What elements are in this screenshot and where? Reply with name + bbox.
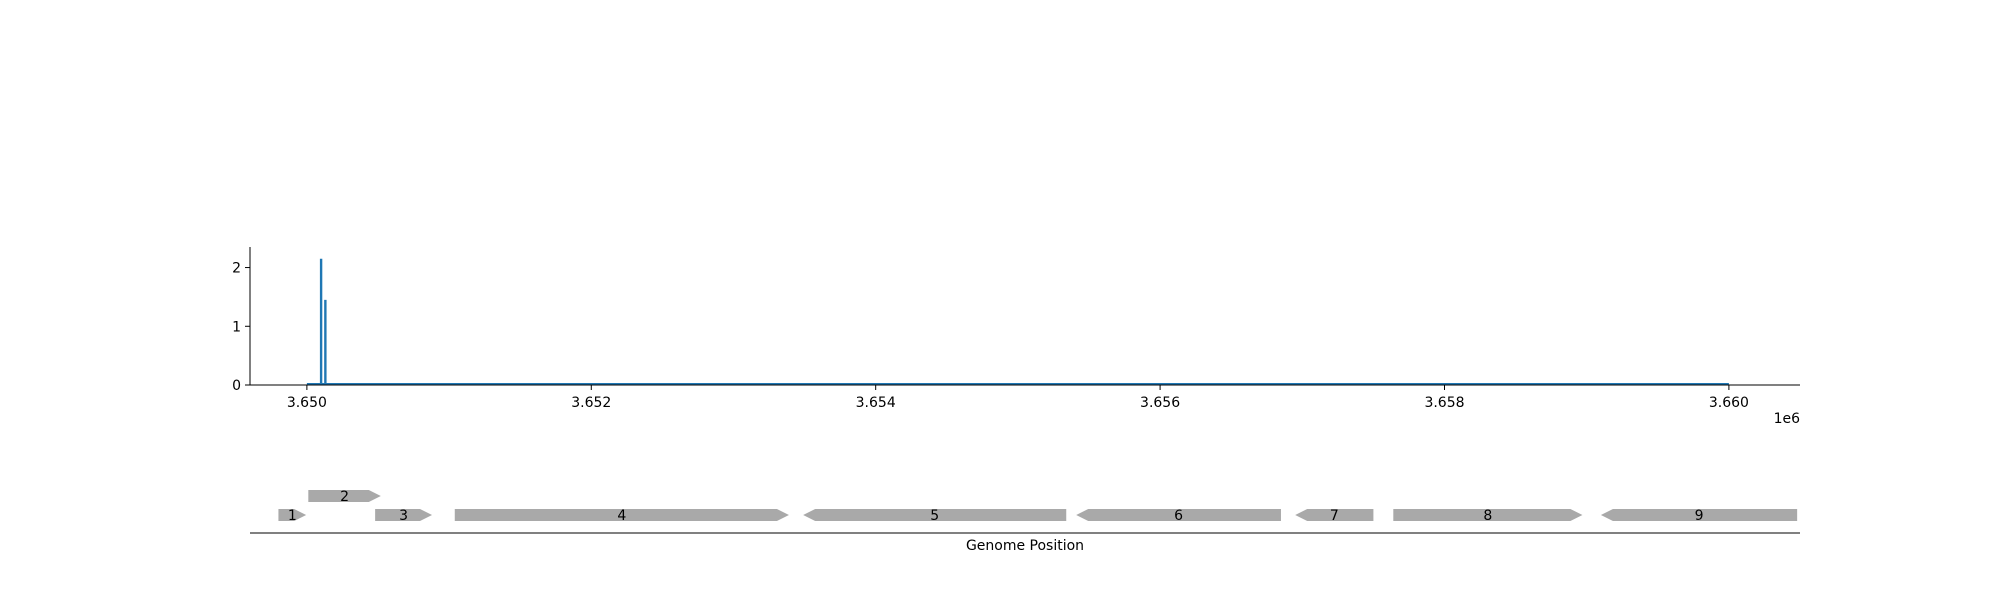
x-axis-ticks: 3.650 3.652 3.654 3.656 3.658 3.660 [287, 385, 1749, 411]
gene-arrow-2 [308, 490, 381, 502]
gene-arrow-9 [1600, 509, 1798, 521]
gene-label-5: 5 [930, 508, 939, 524]
gene-label-2: 2 [340, 489, 349, 505]
gene-arrow-7 [1295, 509, 1374, 521]
gene-arrow-1 [278, 509, 307, 521]
x-tick-label: 3.652 [571, 395, 611, 411]
gene-track-xlabel: Genome Position [966, 538, 1084, 554]
gene-label-1: 1 [288, 508, 297, 524]
x-axis-offset-label: 1e6 [1774, 411, 1801, 427]
gene-label-3: 3 [399, 508, 408, 524]
gene-track: 1 2 3 4 5 6 7 8 9 Genome Position [250, 489, 1800, 554]
gene-arrows: 1 2 3 4 5 6 7 8 9 [278, 489, 1798, 524]
gene-label-9: 9 [1695, 508, 1704, 524]
gene-arrow-5 [803, 509, 1067, 521]
gene-label-4: 4 [617, 508, 626, 524]
coverage-marks [319, 258, 327, 385]
y-axis-ticks: 0 1 2 [232, 261, 250, 394]
x-tick-label: 3.654 [856, 395, 896, 411]
x-tick-label: 3.656 [1140, 395, 1180, 411]
coverage-plot: 0 1 2 3.650 3.652 3.654 3.656 3.658 3.660 1e6 [232, 247, 1800, 427]
y-tick-label: 0 [232, 378, 241, 394]
gene-arrow-4 [454, 509, 789, 521]
x-tick-label: 3.660 [1709, 395, 1749, 411]
gene-arrow-3 [375, 509, 433, 521]
y-tick-label: 1 [232, 319, 241, 335]
gene-label-7: 7 [1330, 508, 1339, 524]
gene-arrow-6 [1076, 509, 1281, 521]
coverage-bar-1 [319, 258, 323, 385]
gene-arrow-8 [1393, 509, 1583, 521]
x-tick-label: 3.658 [1424, 395, 1464, 411]
y-tick-label: 2 [232, 261, 241, 277]
coverage-bar-2 [324, 299, 327, 385]
gene-label-8: 8 [1483, 508, 1492, 524]
x-tick-label: 3.650 [287, 395, 327, 411]
gene-label-6: 6 [1174, 508, 1183, 524]
